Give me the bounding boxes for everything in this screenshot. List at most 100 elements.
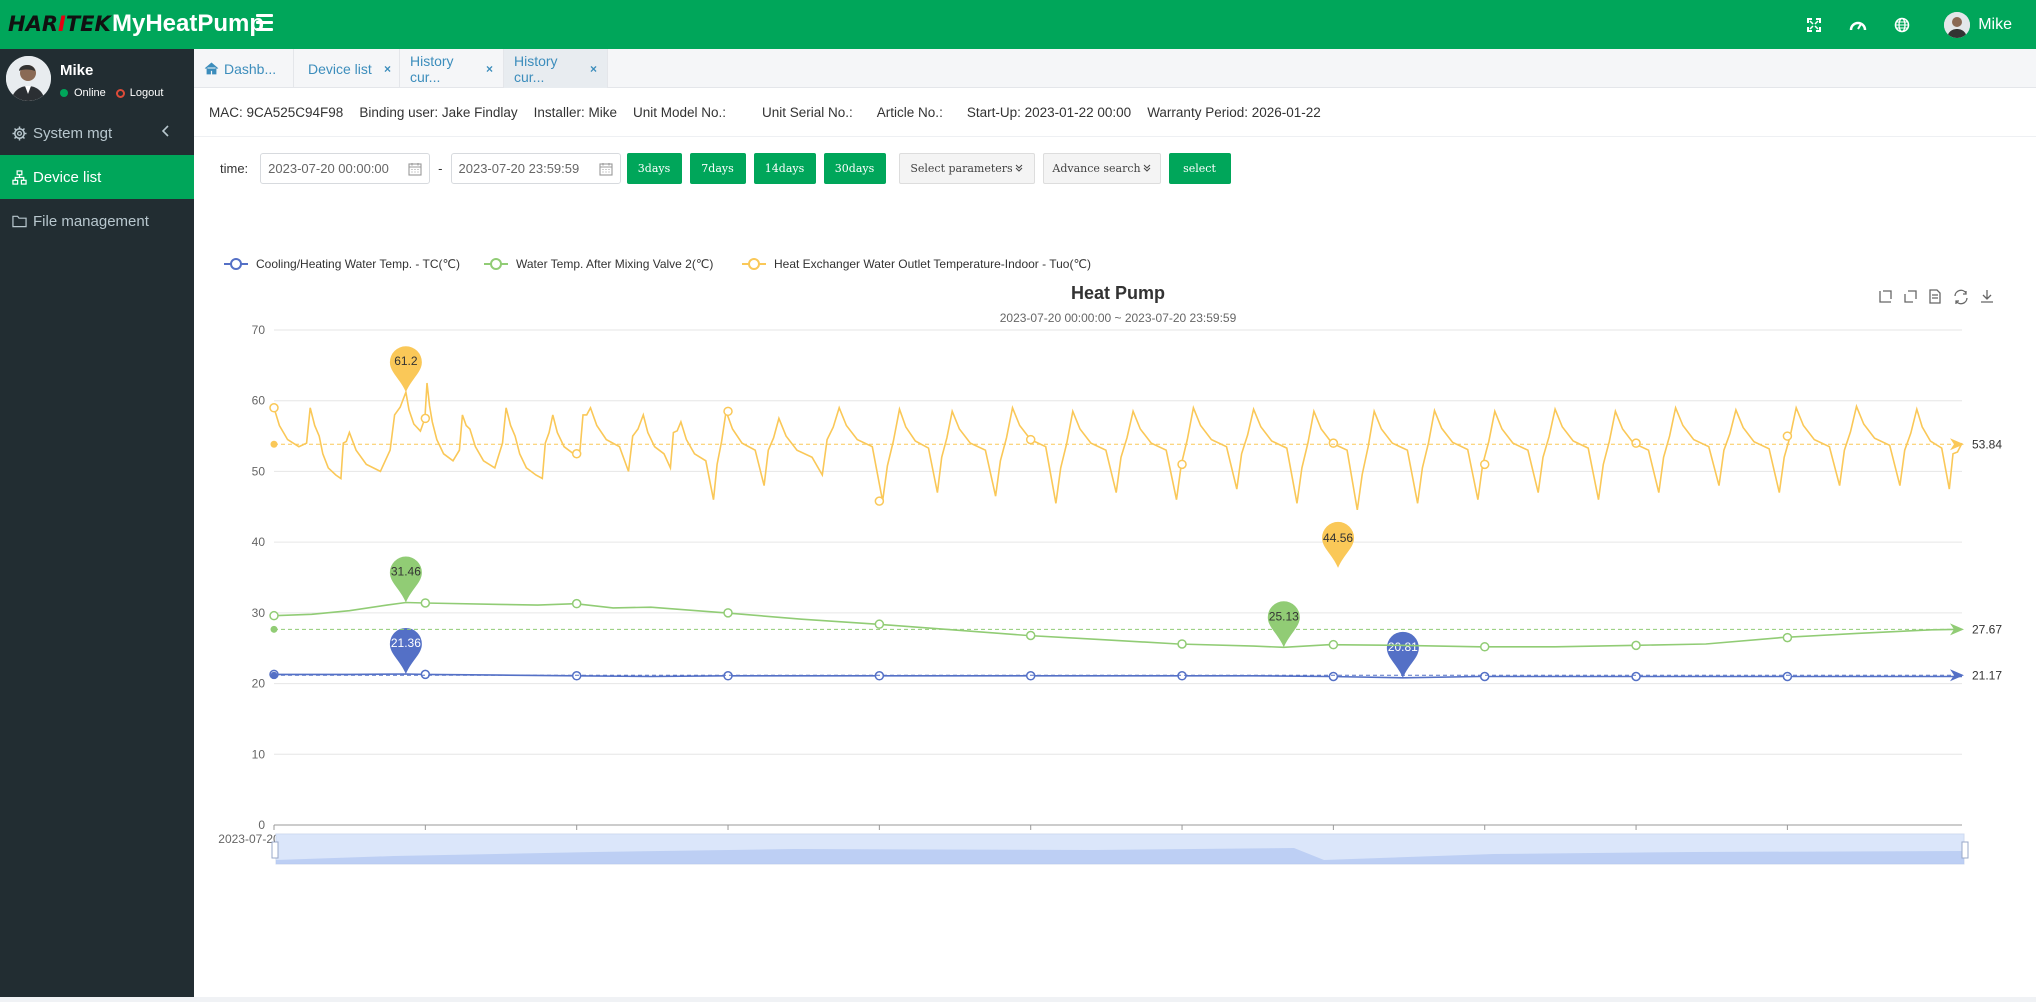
zoom-slider-preview bbox=[276, 848, 1964, 864]
14days-button[interactable]: 14days bbox=[753, 152, 816, 184]
series-point bbox=[1631, 438, 1641, 448]
start-date-input[interactable]: 2023-07-20 00:00:00 bbox=[260, 152, 431, 184]
tab-history-curve-2[interactable]: History cur... × bbox=[504, 49, 608, 88]
gear-icon bbox=[12, 125, 27, 141]
dashboard-icon[interactable] bbox=[1848, 15, 1868, 35]
y-tick-label: 70 bbox=[252, 323, 266, 337]
series-point bbox=[874, 619, 885, 629]
y-tick-label: 40 bbox=[252, 535, 266, 549]
legend-label: Water Temp. After Mixing Valve 2(℃) bbox=[516, 257, 713, 271]
advance-search-button[interactable]: Advance search bbox=[1042, 152, 1161, 184]
sidebar-item-label: Device list bbox=[33, 168, 102, 186]
series-point bbox=[571, 598, 582, 609]
online-dot-icon bbox=[60, 89, 68, 97]
series-point bbox=[1328, 639, 1339, 650]
warranty-period: Warranty Period: 2026-01-22 bbox=[1147, 104, 1321, 120]
history-chart: Cooling/Heating Water Temp. - TC(℃) Water… bbox=[194, 199, 2036, 997]
max-label: 21.36 bbox=[391, 636, 421, 650]
series-point bbox=[1479, 671, 1490, 682]
select-button[interactable]: select bbox=[1168, 152, 1231, 184]
legend-label: Heat Exchanger Water Outlet Temperature-… bbox=[774, 257, 1091, 271]
series-point bbox=[723, 608, 733, 618]
installer: Installer: Mike bbox=[533, 104, 617, 120]
sidebar-item-label: File management bbox=[33, 212, 149, 230]
min-pin-icon bbox=[1267, 601, 1300, 648]
close-icon[interactable]: × bbox=[485, 61, 493, 76]
average-label: 53.84 bbox=[1972, 437, 2002, 451]
max-pin-icon bbox=[389, 346, 422, 393]
sidebar: Mike Online Logout System mgt Device lis… bbox=[0, 49, 194, 997]
start-date-value: 2023-07-20 00:00:00 bbox=[268, 160, 389, 176]
home-icon bbox=[204, 62, 219, 75]
time-label: time: bbox=[220, 160, 249, 176]
legend-marker bbox=[748, 258, 760, 270]
min-label: 44.56 bbox=[1323, 531, 1353, 545]
series-point bbox=[1025, 434, 1036, 445]
series-point bbox=[1328, 671, 1339, 682]
menu-toggle-icon[interactable] bbox=[256, 14, 273, 34]
series-point bbox=[420, 598, 431, 608]
max-pin-icon bbox=[389, 627, 422, 674]
series-point bbox=[420, 669, 431, 680]
close-icon[interactable]: × bbox=[589, 61, 597, 76]
sidebar-user-name: Mike bbox=[60, 62, 94, 79]
7days-button[interactable]: 7days bbox=[689, 152, 746, 184]
double-chevron-down-icon bbox=[1143, 164, 1150, 172]
sidebar-item-device-list[interactable]: Device list bbox=[0, 155, 194, 199]
logout-link[interactable]: Logout bbox=[115, 87, 164, 99]
series-point bbox=[1479, 642, 1490, 652]
chevron-left-icon bbox=[162, 125, 169, 137]
min-label: 20.81 bbox=[1388, 640, 1418, 654]
tab-dashboard[interactable]: Dashb... bbox=[194, 49, 294, 88]
end-date-value: 2023-07-20 23:59:59 bbox=[458, 160, 580, 176]
filter-bar: time: 2023-07-20 00:00:00 - 2023-07-20 2… bbox=[194, 137, 2036, 199]
series-point bbox=[723, 406, 733, 417]
avatar bbox=[6, 56, 51, 101]
30days-button[interactable]: 30days bbox=[823, 152, 886, 184]
data-view-icon bbox=[1929, 289, 1941, 304]
zoom-handle-left bbox=[271, 841, 279, 859]
zoom-reset-icon bbox=[1904, 290, 1917, 303]
series-point bbox=[1177, 459, 1187, 470]
series-point bbox=[420, 413, 431, 424]
logout-label: Logout bbox=[129, 87, 164, 99]
y-tick-label: 50 bbox=[252, 464, 266, 478]
average-arrow-icon bbox=[1950, 438, 1964, 451]
3days-button[interactable]: 3days bbox=[626, 152, 682, 184]
globe-icon[interactable] bbox=[1892, 15, 1912, 35]
max-label: 61.2 bbox=[394, 354, 418, 368]
close-icon[interactable]: × bbox=[383, 61, 391, 76]
series-line bbox=[273, 382, 1963, 511]
unit-serial: Unit Serial No.: bbox=[762, 104, 853, 120]
advance-search-label: Advance search bbox=[1052, 161, 1141, 175]
user-menu[interactable]: Mike bbox=[1944, 11, 2012, 38]
series-point bbox=[1177, 639, 1187, 649]
sitemap-icon bbox=[12, 169, 27, 185]
series-point bbox=[1631, 671, 1641, 682]
select-parameters-button[interactable]: Select parameters bbox=[898, 152, 1035, 184]
calendar-icon bbox=[408, 162, 422, 176]
tab-device-list[interactable]: Device list × bbox=[294, 49, 400, 88]
chart-subtitle: 2023-07-20 00:00:00 ~ 2023-07-20 23:59:5… bbox=[1000, 311, 1237, 325]
end-date-input[interactable]: 2023-07-20 23:59:59 bbox=[450, 152, 621, 184]
user-name: Mike bbox=[1978, 15, 2012, 33]
average-arrow-icon bbox=[1950, 623, 1964, 636]
legend-marker bbox=[230, 258, 242, 270]
series-point bbox=[1782, 431, 1793, 441]
min-label: 25.13 bbox=[1269, 609, 1299, 623]
user-status: Online Logout bbox=[60, 87, 163, 99]
user-panel: Mike Online Logout bbox=[0, 49, 194, 111]
min-pin-icon bbox=[1322, 521, 1355, 568]
double-chevron-down-icon bbox=[1015, 164, 1023, 172]
average-start-dot bbox=[270, 671, 278, 679]
sidebar-item-system-mgt[interactable]: System mgt bbox=[0, 111, 194, 155]
series-point bbox=[269, 403, 279, 413]
sidebar-item-file-management[interactable]: File management bbox=[0, 199, 194, 243]
y-tick-label: 60 bbox=[252, 394, 266, 408]
start-up: Start-Up: 2023-01-22 00:00 bbox=[966, 104, 1132, 120]
tab-history-curve-1[interactable]: History cur... × bbox=[400, 49, 504, 88]
fullscreen-icon[interactable] bbox=[1804, 15, 1824, 35]
tab-label: History cur... bbox=[410, 52, 454, 85]
min-pin-icon bbox=[1386, 631, 1419, 678]
series-point bbox=[1025, 630, 1036, 641]
